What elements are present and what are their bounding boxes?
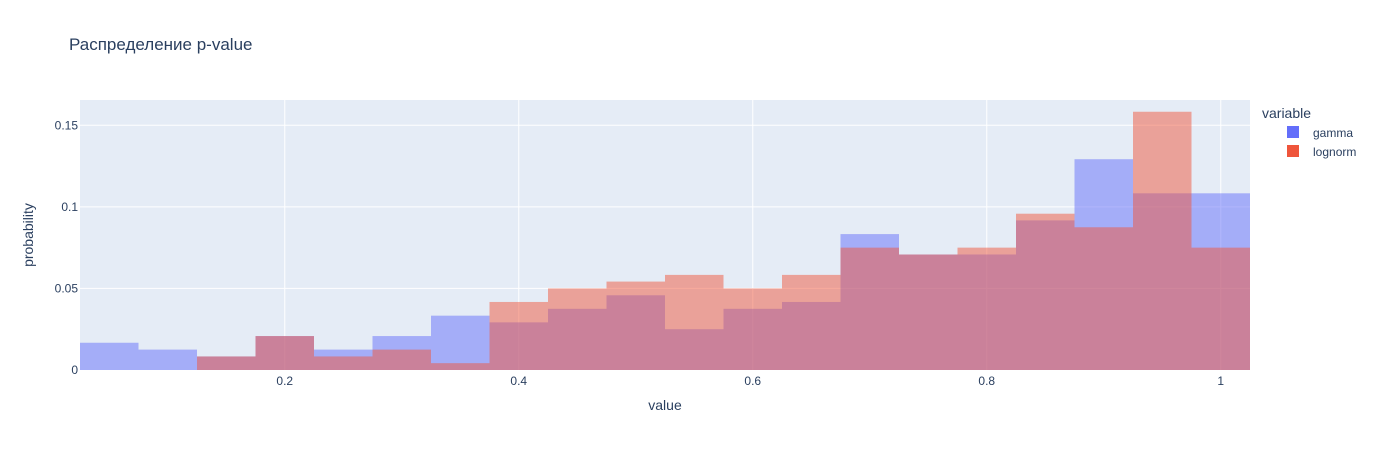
- y-tick-label: 0.1: [61, 200, 78, 214]
- bar-lognorm[interactable]: [314, 356, 373, 370]
- bar-lognorm[interactable]: [548, 288, 607, 370]
- legend-swatch-lognorm: [1287, 145, 1299, 157]
- y-tick-label: 0: [71, 363, 78, 377]
- bar-lognorm[interactable]: [197, 356, 256, 370]
- x-tick-label: 0.8: [978, 374, 995, 388]
- bar-lognorm[interactable]: [782, 274, 841, 370]
- bar-lognorm[interactable]: [1016, 213, 1075, 370]
- x-tick-label: 0.6: [744, 374, 761, 388]
- legend-title: variable: [1262, 105, 1311, 121]
- chart-title: Распределение p-value: [69, 35, 252, 54]
- bar-lognorm[interactable]: [489, 301, 549, 370]
- x-tick-label: 0.2: [276, 374, 293, 388]
- legend-label-gamma: gamma: [1313, 126, 1353, 140]
- bar-gamma[interactable]: [80, 342, 139, 370]
- bar-lognorm[interactable]: [1133, 111, 1192, 371]
- legend: variable gamma lognorm: [1262, 105, 1356, 159]
- legend-swatch-gamma: [1287, 126, 1299, 138]
- y-tick-labels: 0 0.05 0.1 0.15: [55, 118, 79, 377]
- bar-lognorm[interactable]: [431, 363, 490, 370]
- bar-lognorm[interactable]: [665, 274, 724, 370]
- y-tick-label: 0.05: [55, 281, 79, 295]
- bar-gamma[interactable]: [431, 315, 490, 370]
- bar-lognorm[interactable]: [840, 247, 900, 370]
- y-tick-label: 0.15: [55, 118, 79, 132]
- bar-lognorm[interactable]: [1074, 227, 1134, 370]
- x-tick-labels: 0.2 0.4 0.6 0.8 1: [276, 374, 1224, 388]
- bar-lognorm[interactable]: [255, 336, 315, 370]
- bar-gamma[interactable]: [138, 349, 198, 370]
- legend-label-lognorm: lognorm: [1313, 145, 1356, 159]
- bar-lognorm[interactable]: [606, 281, 666, 370]
- bar-lognorm[interactable]: [372, 349, 432, 370]
- x-tick-label: 1: [1217, 374, 1224, 388]
- x-axis-title: value: [648, 397, 682, 413]
- legend-item-lognorm[interactable]: lognorm: [1287, 145, 1356, 159]
- bar-lognorm[interactable]: [899, 254, 958, 370]
- y-axis-title: probability: [20, 203, 36, 267]
- histogram-bars[interactable]: [80, 111, 1251, 371]
- x-tick-label: 0.4: [510, 374, 527, 388]
- bar-lognorm[interactable]: [957, 247, 1017, 370]
- bar-lognorm[interactable]: [723, 288, 783, 370]
- legend-item-gamma[interactable]: gamma: [1287, 126, 1353, 140]
- bar-lognorm[interactable]: [1191, 247, 1251, 370]
